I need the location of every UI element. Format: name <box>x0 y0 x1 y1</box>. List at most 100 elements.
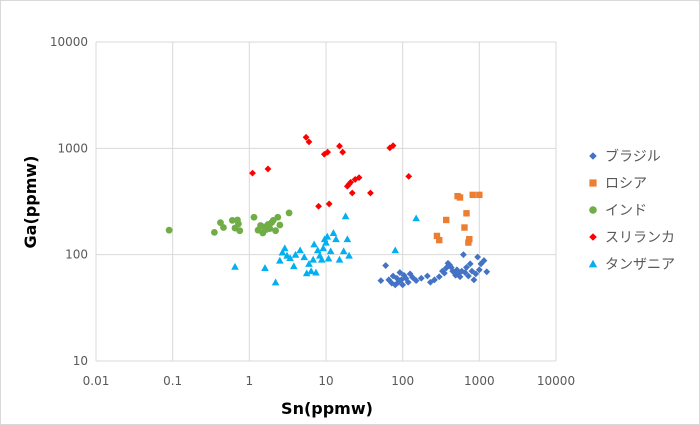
data-point-series-4 <box>276 256 284 264</box>
data-point-series-0 <box>412 277 420 285</box>
data-point-series-4 <box>317 255 326 263</box>
data-point-series-3 <box>336 142 343 150</box>
data-point-series-2 <box>266 225 274 232</box>
data-point-series-0 <box>461 269 469 276</box>
legend-label: ブラジル <box>605 148 661 165</box>
data-points <box>165 133 491 289</box>
data-point-series-4 <box>319 244 328 252</box>
y-tick-label: 1000 <box>57 141 88 155</box>
data-point-series-3 <box>305 138 313 146</box>
data-point-series-4 <box>312 268 320 276</box>
data-point-series-4 <box>289 262 298 270</box>
data-point-series-4 <box>324 254 333 262</box>
data-point-series-4 <box>280 244 289 252</box>
data-point-series-4 <box>310 240 318 248</box>
y-axis-title: Ga(ppmw) <box>21 156 40 249</box>
data-point-series-0 <box>377 277 385 285</box>
data-point-series-1 <box>456 194 464 201</box>
data-point-series-2 <box>228 217 236 224</box>
x-tick-label: 10000 <box>537 374 575 388</box>
data-point-series-4 <box>345 251 353 259</box>
data-point-series-1 <box>461 224 468 231</box>
data-point-series-3 <box>315 202 322 210</box>
data-point-series-1 <box>436 236 443 244</box>
data-point-series-0 <box>480 257 488 264</box>
data-point-series-3 <box>302 133 310 141</box>
data-point-series-0 <box>435 273 443 281</box>
data-point-series-4 <box>231 262 239 270</box>
data-point-series-2 <box>220 224 227 231</box>
data-point-series-4 <box>313 246 322 254</box>
legend-label: タンザニア <box>605 257 675 273</box>
data-point-series-4 <box>286 254 294 262</box>
data-point-series-3 <box>324 148 332 156</box>
data-point-series-2 <box>236 227 244 235</box>
data-point-series-0 <box>423 272 431 280</box>
data-point-series-0 <box>388 279 396 287</box>
data-point-series-3 <box>264 165 272 173</box>
data-point-series-2 <box>217 219 224 227</box>
data-point-series-3 <box>351 176 359 183</box>
data-point-series-4 <box>271 278 280 286</box>
data-point-series-4 <box>307 267 315 275</box>
data-point-series-3 <box>249 169 256 177</box>
x-tick-label: 10 <box>318 374 333 388</box>
data-point-series-0 <box>464 272 472 280</box>
legend-marker <box>589 152 597 160</box>
data-point-series-4 <box>296 246 304 254</box>
legend-label: ロシア <box>605 176 647 192</box>
x-tick-label: 1 <box>246 374 254 388</box>
data-point-series-3 <box>347 178 355 186</box>
data-point-series-3 <box>355 174 363 182</box>
data-point-series-4 <box>302 269 311 277</box>
data-point-series-0 <box>404 278 412 286</box>
legend-marker <box>589 179 597 187</box>
data-point-series-4 <box>326 247 335 255</box>
data-point-series-4 <box>343 235 352 243</box>
data-point-series-4 <box>391 246 400 254</box>
data-point-series-3 <box>386 144 394 152</box>
data-point-series-3 <box>389 142 397 150</box>
data-point-series-4 <box>309 255 317 263</box>
data-point-series-1 <box>469 191 476 199</box>
data-point-series-4 <box>339 247 348 255</box>
data-point-series-4 <box>332 235 340 243</box>
legend-marker <box>589 233 597 241</box>
data-point-series-0 <box>456 273 464 281</box>
data-point-series-3 <box>348 189 356 197</box>
x-tick-label: 1000 <box>464 374 495 388</box>
data-point-series-2 <box>234 220 242 228</box>
data-point-series-4 <box>305 260 313 267</box>
data-point-series-2 <box>272 227 279 235</box>
y-tick-label: 10000 <box>50 35 88 49</box>
data-point-series-4 <box>278 248 287 256</box>
x-tick-label: 100 <box>391 374 414 388</box>
data-point-series-2 <box>276 221 284 229</box>
data-point-series-3 <box>367 189 374 197</box>
data-point-series-2 <box>285 209 293 217</box>
y-tick-label: 100 <box>65 248 88 262</box>
data-point-series-4 <box>322 238 330 246</box>
tick-labels: 0.01 0.1 1 10 100 1000 10000 10 100 1000 10000 <box>50 35 575 388</box>
data-point-series-0 <box>399 281 407 289</box>
data-point-series-2 <box>274 213 282 221</box>
data-point-series-0 <box>396 269 404 276</box>
data-point-series-0 <box>483 268 491 276</box>
data-point-series-0 <box>463 263 470 271</box>
data-point-series-0 <box>474 253 482 261</box>
data-point-series-0 <box>475 266 483 274</box>
legend-label: スリランカ <box>605 230 675 246</box>
data-point-series-3 <box>325 200 333 208</box>
data-point-series-0 <box>406 270 414 278</box>
data-point-series-2 <box>250 213 258 221</box>
data-point-series-0 <box>417 274 425 282</box>
data-point-series-0 <box>470 276 478 284</box>
data-point-series-1 <box>443 216 450 224</box>
data-point-series-4 <box>323 232 332 240</box>
y-tick-label: 10 <box>73 354 88 368</box>
data-point-series-1 <box>433 232 441 240</box>
data-point-series-4 <box>291 250 300 258</box>
data-point-series-4 <box>329 229 338 237</box>
x-tick-label: 0.01 <box>83 374 110 388</box>
